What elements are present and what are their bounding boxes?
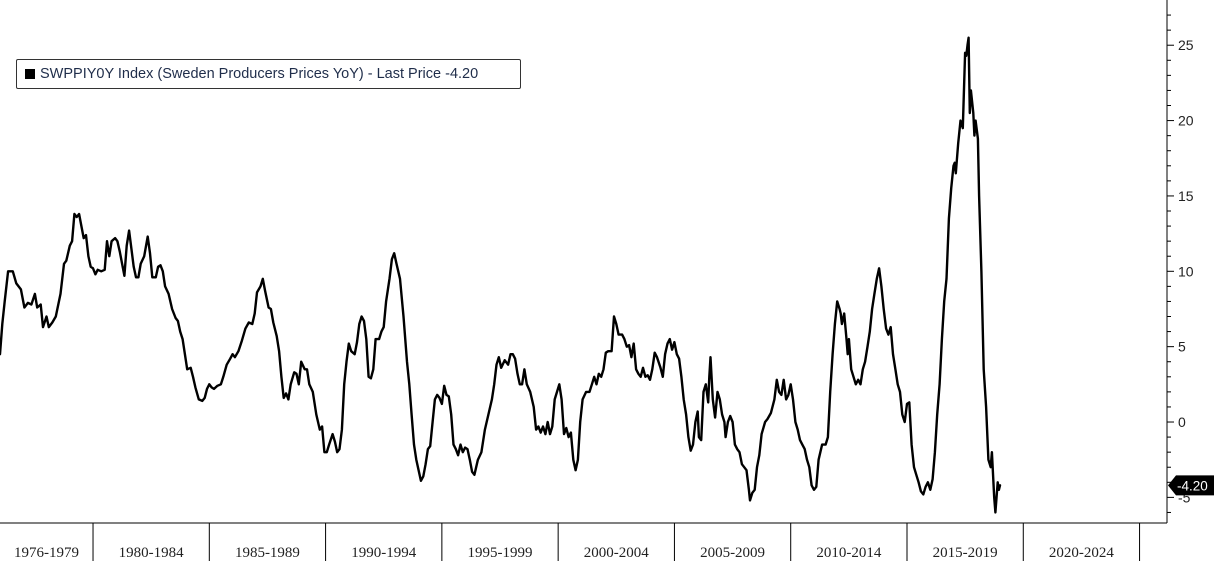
y-tick-label: 5 xyxy=(1178,339,1186,355)
x-tick-label: 2005-2009 xyxy=(700,545,765,561)
y-tick-label: 20 xyxy=(1178,113,1194,129)
x-tick-label: 1985-1989 xyxy=(235,545,300,561)
x-axis: 1976-1979 1980-1984 1985-1989 1990-1994 1995… xyxy=(0,522,1167,561)
x-tick-label: 2015-2019 xyxy=(933,545,998,561)
x-tick-label: 1990-1994 xyxy=(351,545,416,561)
legend-label: SWPPIY0Y Index (Sweden Producers Prices … xyxy=(40,66,479,82)
last-price-marker: -4.20 xyxy=(1168,475,1214,496)
last-price-box xyxy=(1168,475,1214,496)
y-tick-label: 0 xyxy=(1178,414,1186,430)
x-tick-label: 2020-2024 xyxy=(1049,545,1114,561)
x-tick-label: 2010-2014 xyxy=(816,545,881,561)
y-tick-label: 10 xyxy=(1178,263,1194,279)
legend: SWPPIY0Y Index (Sweden Producers Prices … xyxy=(16,59,521,89)
x-tick-label: 1976-1979 xyxy=(14,545,79,561)
x-tick-label: 1995-1999 xyxy=(468,545,533,561)
legend-swatch-icon xyxy=(25,69,35,79)
series-layer xyxy=(0,36,1002,514)
x-tick-label: 1980-1984 xyxy=(119,545,184,561)
y-tick-label: 25 xyxy=(1178,37,1194,53)
x-tick-label: 2000-2004 xyxy=(584,545,649,561)
y-tick-label: 15 xyxy=(1178,188,1194,204)
series-line xyxy=(0,36,1002,514)
last-price-label: -4.20 xyxy=(1177,478,1208,493)
